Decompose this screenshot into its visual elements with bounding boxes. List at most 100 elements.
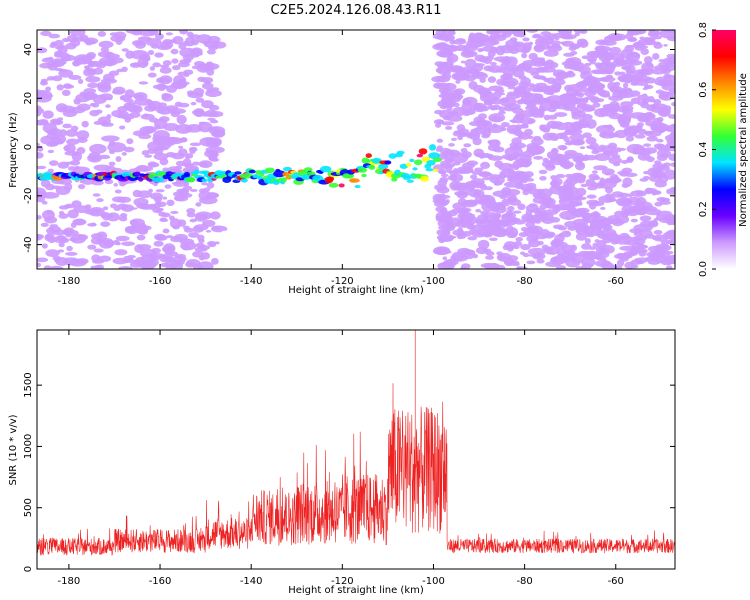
heatmap-cell (433, 82, 444, 89)
heatmap-cell (178, 148, 188, 156)
heatmap-cell (409, 158, 415, 163)
heatmap-cell (483, 232, 490, 238)
heatmap-cell (54, 45, 64, 50)
heatmap-cell (154, 118, 168, 130)
heatmap-cell (202, 219, 216, 228)
heatmap-cell (478, 181, 484, 185)
heatmap-cell (107, 213, 114, 219)
heatmap-cell (539, 102, 552, 111)
heatmap-cell (644, 84, 651, 89)
heatmap-cell (164, 184, 172, 189)
heatmap-cell (155, 200, 162, 205)
colorbar-label: Normalized spectral amplitude (738, 73, 749, 227)
heatmap-cell (528, 239, 541, 248)
heatmap-cell (438, 33, 448, 39)
heatmap-cell (593, 148, 604, 153)
heatmap-cell (190, 48, 200, 54)
snr-series-line (37, 330, 675, 556)
heatmap-cell (37, 191, 48, 198)
heatmap-cell (544, 59, 555, 69)
heatmap-cell (165, 136, 179, 144)
heatmap-cell (264, 247, 271, 250)
heatmap-cell (162, 143, 171, 149)
heatmap-cell (66, 138, 80, 146)
heatmap-cell (461, 263, 471, 269)
heatmap-cell (451, 251, 464, 262)
heatmap-cell (656, 116, 664, 123)
heatmap-cell (324, 104, 334, 108)
heatmap-cell (162, 196, 168, 200)
heatmap-cell (456, 182, 476, 193)
heatmap-cell (655, 213, 661, 216)
heatmap-cell (473, 63, 486, 67)
heatmap-cell (452, 39, 467, 45)
heatmap-cell (355, 160, 361, 164)
heatmap-cell (613, 210, 626, 218)
heatmap-cell (619, 172, 629, 177)
heatmap-cell (447, 115, 463, 122)
heatmap-cell (40, 222, 49, 227)
heatmap-cell (396, 150, 405, 155)
heatmap-cell (190, 38, 199, 46)
heatmap-cell (62, 123, 72, 129)
heatmap-cell (585, 136, 597, 145)
x-tick-label: -140 (240, 576, 263, 587)
heatmap-cell (638, 69, 650, 76)
heatmap-cell (239, 33, 249, 37)
heatmap-cell (281, 132, 289, 138)
heatmap-cell (517, 203, 526, 211)
heatmap-cell (580, 71, 593, 80)
heatmap-cell (39, 62, 54, 69)
heatmap-cell (74, 165, 80, 170)
heatmap-cell (211, 257, 219, 265)
heatmap-cell (621, 64, 633, 71)
heatmap-cell (519, 117, 536, 125)
heatmap-cell (273, 220, 280, 224)
heatmap-cell (633, 235, 648, 241)
heatmap-cell (665, 250, 674, 255)
heatmap-cell (429, 144, 437, 151)
heatmap-cell (170, 236, 183, 243)
heatmap-cell (634, 229, 640, 235)
heatmap-cell (337, 221, 344, 224)
heatmap-cell (554, 112, 568, 118)
heatmap-cell (261, 119, 268, 124)
heatmap-cell (45, 86, 52, 92)
heatmap-cell (406, 179, 414, 183)
heatmap-cell (436, 145, 443, 151)
heatmap-cell (193, 169, 200, 175)
heatmap-cell (138, 228, 148, 235)
heatmap-cell (98, 40, 114, 49)
heatmap-cell (115, 37, 123, 45)
heatmap-cell (434, 200, 447, 208)
heatmap-cell (498, 110, 506, 115)
heatmap-cell (244, 94, 252, 101)
heatmap-cell (568, 46, 577, 52)
heatmap-cell (582, 97, 590, 102)
heatmap-cell (100, 47, 110, 52)
heatmap-cell (599, 39, 610, 45)
heatmap-cell (134, 165, 154, 172)
heatmap-cell (194, 60, 205, 67)
heatmap-cell (408, 246, 414, 251)
heatmap-cell (657, 106, 671, 117)
heatmap-cell (452, 130, 467, 137)
heatmap-cell (507, 233, 517, 239)
heatmap-cell (456, 219, 472, 225)
heatmap-cell (206, 182, 215, 189)
heatmap-cell (660, 65, 669, 73)
heatmap-cell (389, 106, 400, 111)
heatmap-cell (269, 155, 279, 161)
heatmap-cell (507, 177, 516, 183)
x-tick-label: -60 (608, 576, 624, 587)
heatmap-cell (451, 71, 471, 81)
heatmap-cell (92, 67, 104, 75)
heatmap-cell (653, 123, 670, 132)
heatmap-cell (170, 210, 179, 215)
heatmap-cell (547, 89, 557, 93)
heatmap-cell (632, 144, 646, 155)
heatmap-cell (641, 97, 650, 104)
heatmap-cell (468, 81, 478, 90)
heatmap-cell (457, 198, 467, 206)
heatmap-cell (89, 143, 107, 154)
